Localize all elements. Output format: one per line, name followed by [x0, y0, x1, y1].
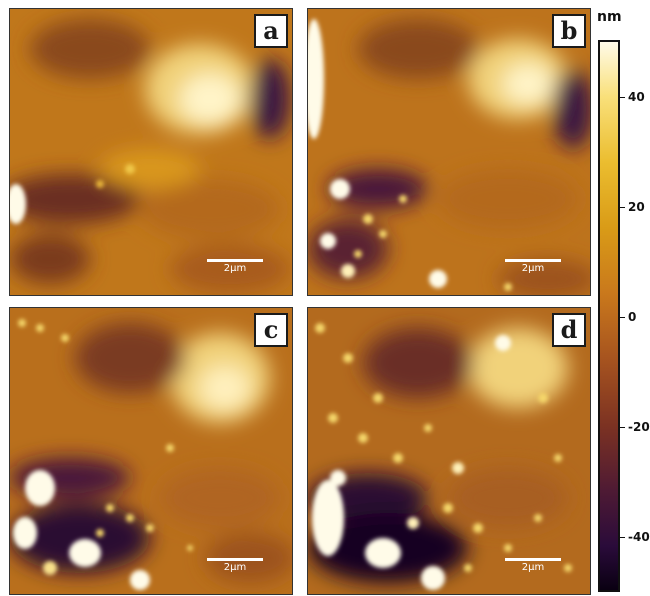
scale-bar-line: [505, 558, 561, 561]
afm-topography-d: [308, 308, 590, 594]
scale-bar-label: 2μm: [223, 263, 247, 274]
panel-label: b: [552, 14, 586, 48]
colorbar-tick-label: 0: [628, 310, 637, 324]
scale-bar: 2μm: [505, 259, 561, 274]
scale-bar-label: 2μm: [223, 562, 247, 573]
scale-bar-line: [207, 259, 263, 262]
afm-image-panel-a: a 2μm: [9, 8, 293, 296]
colorbar-tick-mark: [620, 97, 625, 98]
panel-label: c: [254, 313, 288, 347]
scale-bar-label: 2μm: [521, 562, 545, 573]
colorbar-tick-label: 40: [628, 90, 645, 104]
afm-topography-a: [10, 9, 292, 295]
colorbar-tick-mark: [620, 427, 625, 428]
colorbar-tick-mark: [620, 317, 625, 318]
afm-image-panel-d: d 2μm: [307, 307, 591, 595]
colorbar-tick-mark: [620, 207, 625, 208]
panel-label: d: [552, 313, 586, 347]
afm-image-panel-b: b 2μm: [307, 8, 591, 296]
scale-bar-label: 2μm: [521, 263, 545, 274]
scale-bar: 2μm: [207, 259, 263, 274]
colorbar-tick-mark: [620, 537, 625, 538]
colorbar-tick-label: 20: [628, 200, 645, 214]
scale-bar: 2μm: [505, 558, 561, 573]
colorbar-tick-label: -40: [628, 530, 650, 544]
scale-bar: 2μm: [207, 558, 263, 573]
panel-label: a: [254, 14, 288, 48]
scale-bar-line: [505, 259, 561, 262]
afm-topography-b: [308, 9, 590, 295]
scale-bar-line: [207, 558, 263, 561]
afm-image-panel-c: c 2μm: [9, 307, 293, 595]
colorbar-unit-label: nm: [597, 9, 622, 25]
height-colorbar: [598, 40, 620, 592]
afm-topography-c: [10, 308, 292, 594]
colorbar-tick-label: -20: [628, 420, 650, 434]
